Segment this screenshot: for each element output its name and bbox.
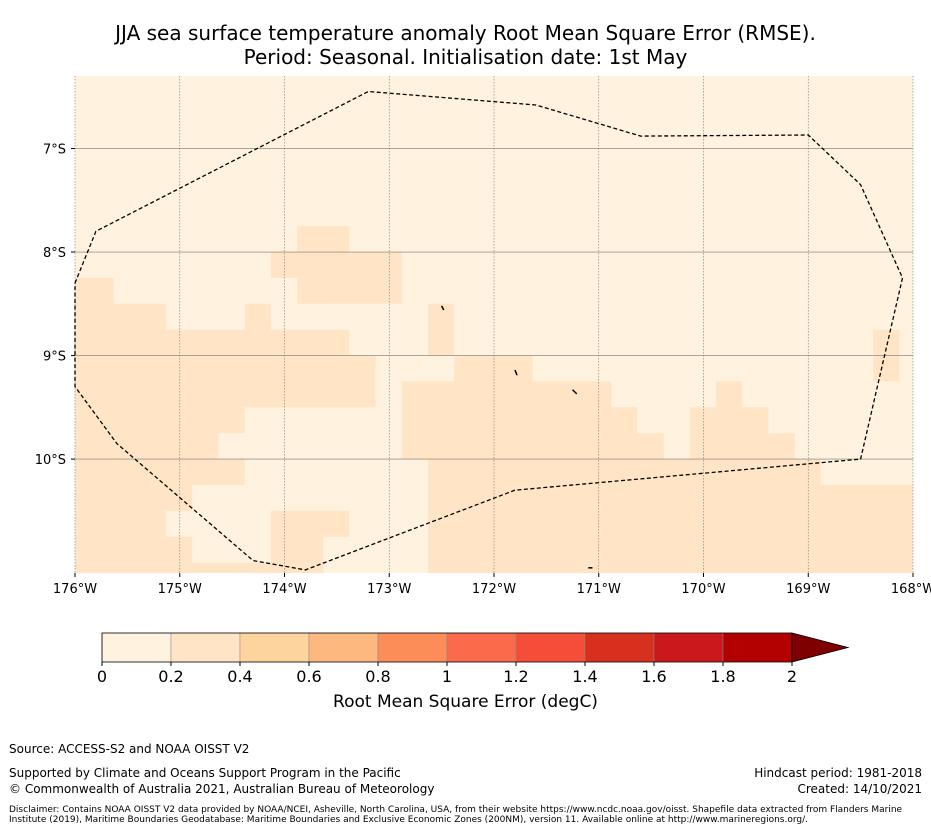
lat-tick-label: 8°S (43, 246, 66, 261)
colorbar-bin (101, 632, 172, 663)
island (440, 305, 445, 311)
rmse-cell (820, 484, 848, 511)
colorbar-tick-label: 1.6 (641, 667, 667, 686)
colorbar-tick-label: 1 (441, 667, 453, 686)
rmse-cell (244, 303, 271, 330)
created-note: Created: 14/10/2021 (797, 782, 922, 796)
rmse-cell (401, 407, 638, 434)
rmse-cell (297, 226, 350, 253)
island (572, 389, 578, 395)
colorbar-bin (722, 632, 793, 663)
eez-boundary (74, 90, 904, 571)
lon-tick-label: 170°W (681, 582, 725, 597)
rmse-cell (428, 459, 704, 485)
colorbar-bin (377, 632, 448, 663)
lat-tick-label: 10°S (35, 453, 66, 468)
rmse-cell (75, 536, 193, 563)
colorbar-tick-label: 0.8 (365, 667, 391, 686)
colorbar-extend-arrow (791, 632, 850, 663)
lon-tick-label: 168°W (891, 582, 931, 597)
lon-tick-label: 174°W (262, 582, 306, 597)
source-note: Source: ACCESS-S2 and NOAA OISST V2 (9, 742, 250, 756)
rmse-cell (75, 329, 350, 356)
lon-tick-label: 173°W (367, 582, 411, 597)
colorbar-tick-label: 0.4 (227, 667, 253, 686)
rmse-cell (270, 536, 324, 573)
rmse-cell (454, 355, 533, 382)
lon-tick-label: 171°W (577, 582, 621, 597)
colorbar-tick-label: 2 (786, 667, 798, 686)
hindcast-note: Hindcast period: 1981-2018 (754, 766, 922, 780)
colorbar-bin (446, 632, 517, 663)
chart-title: JJA sea surface temperature anomaly Root… (115, 21, 816, 45)
rmse-cell (75, 433, 219, 460)
rmse-cell (75, 277, 114, 304)
rmse-cell (742, 433, 795, 460)
rmse-cell (742, 407, 769, 434)
rmse-cell (75, 407, 245, 434)
rmse-cell (847, 510, 913, 537)
lon-tick-label: 169°W (786, 582, 830, 597)
disclaimer: Disclaimer: Contains NOAA OISST V2 data … (9, 805, 903, 825)
rmse-cell (75, 381, 376, 408)
rmse-cell (428, 303, 455, 356)
rmse-cell (401, 381, 612, 408)
rmse-cell (75, 510, 167, 537)
lon-tick-label: 172°W (472, 582, 516, 597)
colorbar-tick-label: 0 (96, 667, 108, 686)
island (514, 369, 518, 376)
colorbar-tick-label: 1.2 (503, 667, 529, 686)
colorbar-tick-label: 1.8 (710, 667, 736, 686)
colorbar-bin (653, 632, 724, 663)
chart-subtitle: Period: Seasonal. Initialisation date: 1… (243, 45, 688, 69)
rmse-cell (75, 355, 376, 382)
rmse-cell (75, 484, 193, 511)
rmse-cell (401, 433, 664, 460)
rmse-cell (689, 459, 821, 485)
rmse-cell (270, 510, 350, 537)
lon-tick-label: 176°W (53, 582, 97, 597)
colorbar-bin (515, 632, 586, 663)
colorbar-label: Root Mean Square Error (degC) (333, 692, 598, 712)
rmse-cell (297, 277, 402, 304)
colorbar-bin (308, 632, 379, 663)
colorbar-bin (584, 632, 655, 663)
colorbar-tick-label: 0.6 (296, 667, 322, 686)
rmse-cell (75, 562, 271, 573)
rmse-cell (75, 303, 167, 330)
lat-tick-label: 7°S (43, 142, 66, 157)
rmse-cell (689, 407, 743, 460)
lon-tick-label: 175°W (158, 582, 202, 597)
rmse-cell (716, 381, 743, 408)
supported-note: Supported by Climate and Oceans Support … (9, 766, 401, 780)
colorbar-bin (170, 632, 241, 663)
colorbar-tick-label: 0.2 (158, 667, 184, 686)
colorbar-tick-label: 1.4 (572, 667, 598, 686)
colorbar-bin (239, 632, 310, 663)
lat-tick-label: 9°S (43, 350, 66, 365)
copyright-note: © Commonwealth of Australia 2021, Austra… (9, 782, 435, 796)
rmse-cell (270, 252, 402, 278)
